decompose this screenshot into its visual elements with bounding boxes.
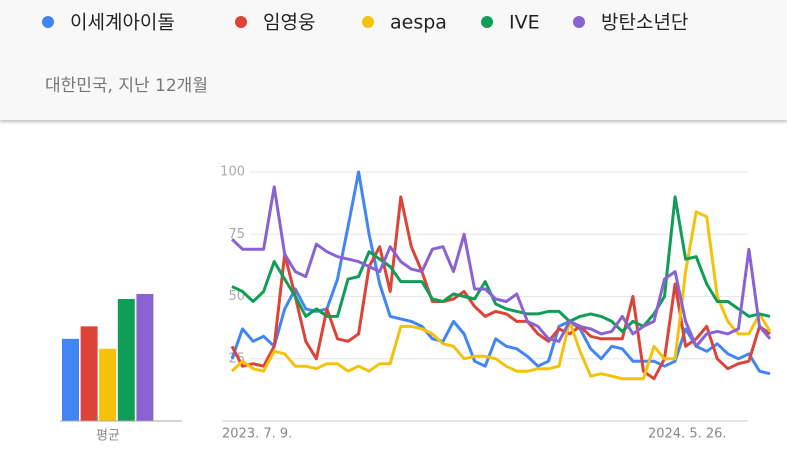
y-tick-label: 75 <box>228 227 245 242</box>
legend-dot <box>42 16 54 28</box>
legend-dot <box>235 16 247 28</box>
line-series <box>230 210 772 381</box>
legend-label: 임영웅 <box>263 12 315 34</box>
header <box>0 0 787 120</box>
legend-label: 방탄소년단 <box>601 12 688 34</box>
x-tick-label: 2024. 5. 26. <box>648 427 727 442</box>
y-tick-label: 50 <box>228 289 245 304</box>
legend-dot <box>362 16 374 28</box>
x-tick-label: 2023. 7. 9. <box>222 427 292 442</box>
y-tick-label: 100 <box>220 165 245 180</box>
legend-dot <box>573 16 585 28</box>
legend-dot <box>481 16 493 28</box>
line-series <box>230 185 772 348</box>
legend-label: aespa <box>390 12 447 34</box>
x-tick-label: 평균 <box>96 429 120 444</box>
bar <box>80 326 98 421</box>
subtitle: 대한민국, 지난 12개월 <box>45 76 208 96</box>
bar <box>99 348 117 421</box>
line-series <box>230 170 771 376</box>
bar <box>62 338 79 421</box>
bar <box>117 298 135 421</box>
legend-label: IVE <box>509 12 540 34</box>
legend-label: 이세계아이돌 <box>70 12 175 34</box>
line-series <box>230 195 771 381</box>
line-series <box>231 195 771 333</box>
bar <box>136 294 154 421</box>
